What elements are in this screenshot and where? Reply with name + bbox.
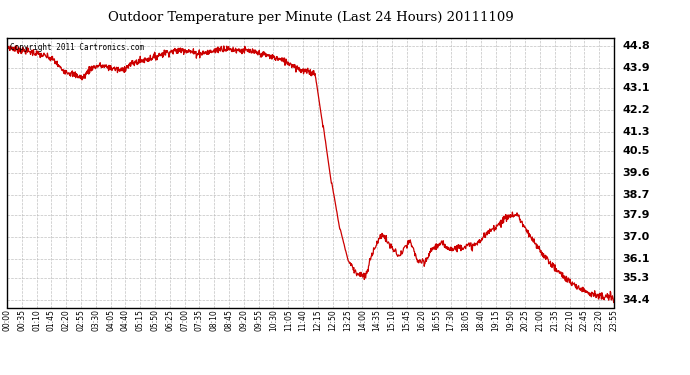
- Text: Copyright 2011 Cartronics.com: Copyright 2011 Cartronics.com: [10, 43, 144, 52]
- Text: 43.9: 43.9: [622, 63, 650, 73]
- Text: 35.3: 35.3: [622, 273, 649, 283]
- Text: 43.1: 43.1: [622, 82, 650, 93]
- Text: 41.3: 41.3: [622, 127, 650, 136]
- Text: 37.0: 37.0: [622, 232, 650, 242]
- Text: 44.8: 44.8: [622, 41, 650, 51]
- Text: 36.1: 36.1: [622, 254, 650, 264]
- Text: 34.4: 34.4: [622, 295, 650, 305]
- Text: Outdoor Temperature per Minute (Last 24 Hours) 20111109: Outdoor Temperature per Minute (Last 24 …: [108, 11, 513, 24]
- Text: 39.6: 39.6: [622, 168, 650, 178]
- Text: 37.9: 37.9: [622, 210, 650, 220]
- Text: 42.2: 42.2: [622, 105, 650, 115]
- Text: 40.5: 40.5: [622, 146, 650, 156]
- Text: 38.7: 38.7: [622, 190, 650, 200]
